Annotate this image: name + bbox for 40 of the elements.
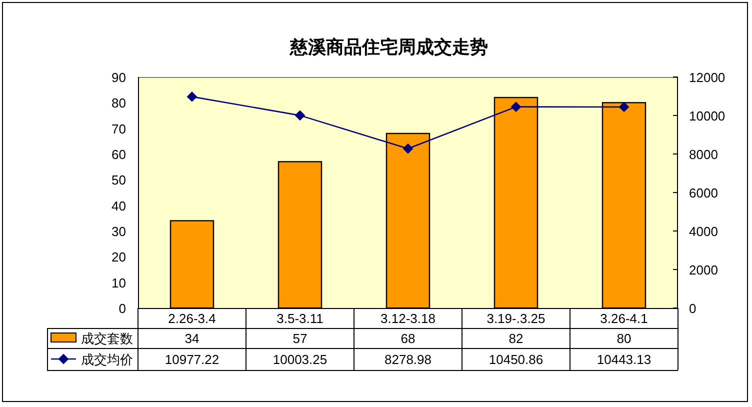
y-tick-label: 30	[112, 224, 126, 239]
chart-title: 慈溪商品住宅周成交走势	[289, 37, 488, 57]
point	[511, 102, 521, 112]
data-label: 57	[292, 331, 308, 346]
data-label: 80	[616, 331, 632, 346]
y-tick-label: 70	[112, 121, 126, 136]
y-tick-label: 40	[112, 198, 126, 214]
data-label: 10977.22	[164, 352, 220, 367]
x-tick-label: 3.19-.3.25	[486, 311, 546, 326]
y2-tick-label: 6000	[689, 186, 718, 200]
point	[295, 110, 305, 120]
data-label: 10443.13	[596, 352, 652, 367]
data-label: 68	[400, 331, 416, 346]
x-tick-label: 2.26-3.4	[168, 311, 216, 326]
point	[403, 144, 413, 154]
y-tick-label: 80	[112, 96, 126, 111]
data-label: 8278.98	[384, 352, 432, 367]
y-tick-label: 50	[112, 172, 126, 188]
data-label: 10003.25	[272, 352, 328, 367]
x-tick-label: 3.26-4.1	[600, 311, 648, 326]
x-tick-label: 3.12-3.18	[380, 311, 436, 326]
y-tick-label: 90	[112, 70, 126, 85]
y-tick-label: 60	[112, 147, 126, 162]
y2-tick-label: 12000	[689, 70, 726, 85]
y-tick-label: 10	[112, 275, 126, 290]
legend-label: 成交套数	[81, 331, 133, 346]
data-label: 82	[508, 331, 524, 346]
point	[619, 102, 629, 112]
y2-tick-label: 8000	[689, 147, 718, 162]
point	[187, 92, 197, 102]
data-label: 34	[184, 331, 200, 346]
y-tick-label: 0	[118, 301, 126, 316]
x-tick-label: 3.5-3.11	[276, 311, 324, 326]
y2-tick-label: 4000	[689, 224, 718, 239]
y-tick-label: 20	[112, 250, 126, 265]
y2-tick-label: 2000	[689, 262, 718, 278]
y2-tick-label: 0	[689, 301, 696, 316]
legend-label: 成交均价	[81, 352, 133, 367]
data-label: 10450.86	[488, 352, 544, 367]
y2-tick-label: 10000	[689, 108, 726, 124]
